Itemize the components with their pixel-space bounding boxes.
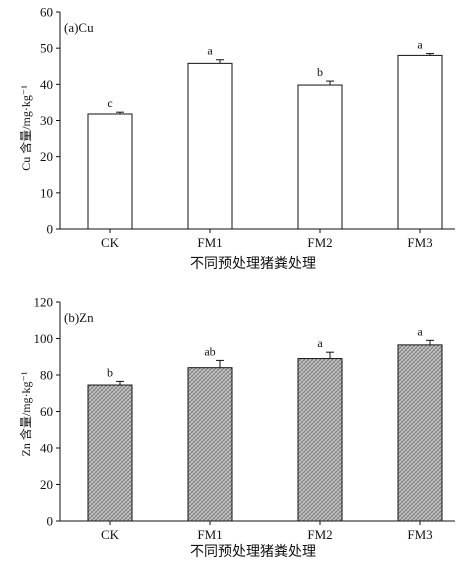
x-tick-label: FM2 bbox=[307, 527, 332, 542]
x-categories-zn: CK FM1 FM2 FM3 bbox=[101, 521, 433, 542]
y-ticks-zn: 0 20 40 60 80 100 120 bbox=[34, 295, 60, 529]
significance-label: a bbox=[207, 44, 213, 58]
panel-label-cu: (a)Cu bbox=[64, 20, 94, 35]
y-tick-label: 0 bbox=[47, 222, 54, 237]
y-tick-label: 60 bbox=[40, 5, 53, 20]
y-tick-label: 120 bbox=[34, 295, 54, 310]
bars-cu: c a b a bbox=[87, 38, 443, 230]
y-tick-label: 40 bbox=[40, 77, 53, 92]
x-axis-label-cu: 不同预处理猪粪处理 bbox=[190, 256, 316, 272]
y-ticks-cu: 0 10 20 30 40 50 60 bbox=[40, 5, 60, 237]
significance-label: a bbox=[317, 336, 323, 350]
y-tick-label: 30 bbox=[40, 113, 53, 128]
significance-label: c bbox=[107, 96, 112, 110]
y-axis-label-cu: Cu 含量/mg·kg⁻¹ bbox=[18, 85, 33, 171]
y-tick-label: 100 bbox=[34, 331, 54, 346]
y-tick-label: 60 bbox=[40, 404, 53, 419]
significance-label: b bbox=[317, 65, 323, 79]
y-tick-label: 0 bbox=[47, 514, 54, 529]
significance-label: b bbox=[107, 365, 113, 379]
x-tick-label: FM3 bbox=[407, 527, 432, 542]
significance-label: a bbox=[417, 38, 423, 52]
x-tick-label: CK bbox=[101, 235, 120, 250]
bar bbox=[297, 358, 343, 522]
significance-label: a bbox=[417, 324, 423, 338]
x-categories-cu: CK FM1 FM2 FM3 bbox=[101, 229, 433, 250]
significance-label: ab bbox=[204, 344, 215, 358]
bar bbox=[397, 344, 443, 522]
y-tick-label: 20 bbox=[40, 477, 53, 492]
panel-cu: (a)Cu 0 10 20 30 40 50 60 c a b a CK FM1 FM2 FM3 不同预… bbox=[18, 5, 455, 272]
x-axis-label-zn: 不同预处理猪粪处理 bbox=[190, 544, 316, 560]
x-tick-label: CK bbox=[101, 527, 120, 542]
bar bbox=[87, 113, 133, 230]
bars-zn: b ab a a bbox=[87, 324, 443, 522]
x-tick-label: FM2 bbox=[307, 235, 332, 250]
bar bbox=[87, 384, 133, 522]
panel-label-zn: (b)Zn bbox=[64, 310, 94, 325]
bar bbox=[187, 62, 233, 230]
y-tick-label: 20 bbox=[40, 149, 53, 164]
bar bbox=[397, 54, 443, 230]
bar bbox=[297, 84, 343, 230]
bar bbox=[187, 367, 233, 522]
x-tick-label: FM1 bbox=[197, 235, 222, 250]
x-tick-label: FM3 bbox=[407, 235, 432, 250]
y-axis-label-zn: Zn 含量/mg·kg⁻¹ bbox=[18, 371, 33, 456]
y-tick-label: 10 bbox=[40, 185, 53, 200]
y-tick-label: 80 bbox=[40, 368, 53, 383]
y-tick-label: 50 bbox=[40, 41, 53, 56]
x-tick-label: FM1 bbox=[197, 527, 222, 542]
y-tick-label: 40 bbox=[40, 441, 53, 456]
